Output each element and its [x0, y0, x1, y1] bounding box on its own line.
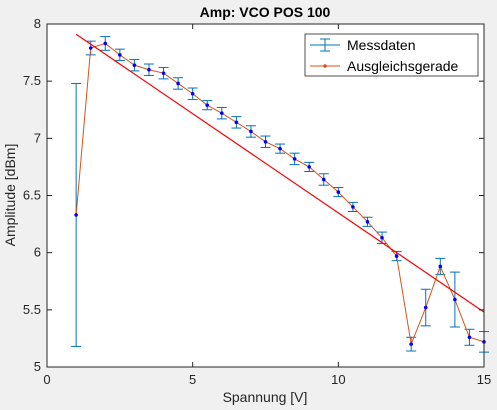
- fit-layer: [75, 33, 485, 313]
- legend-messdaten-swatch: [310, 38, 340, 52]
- data-point: [88, 46, 93, 50]
- y-tick-label: 8: [34, 16, 41, 31]
- data-point: [380, 236, 384, 240]
- x-tick-label: 0: [43, 372, 50, 387]
- data-point: [278, 146, 282, 151]
- x-tick-label: 10: [331, 372, 345, 387]
- data-point: [292, 157, 297, 161]
- data-point: [161, 71, 166, 75]
- y-tick-label: 6.5: [23, 188, 41, 203]
- data-point: [307, 165, 312, 169]
- data-point: [176, 81, 180, 86]
- y-tick-label: 5: [34, 359, 41, 374]
- x-tick-label: 5: [189, 372, 196, 387]
- data-point: [394, 254, 399, 258]
- y-tick-label: 6: [34, 245, 41, 260]
- legend-ausgleichsgerade-label: Ausgleichsgerade: [347, 58, 459, 74]
- data-point: [263, 139, 268, 144]
- data-point: [249, 129, 253, 134]
- data-point: [205, 103, 210, 107]
- data-point: [438, 264, 443, 269]
- legend-messdaten-label: Messdaten: [347, 37, 415, 53]
- data-point: [453, 297, 457, 302]
- y-axis-label: Amplitude [dBm]: [2, 144, 18, 247]
- data-point: [409, 342, 413, 346]
- x-tick-label: 15: [477, 372, 491, 387]
- chart-title: Amp: VCO POS 100: [200, 4, 331, 20]
- data-point: [220, 111, 224, 115]
- data-point: [365, 219, 370, 224]
- plot-area: [47, 24, 484, 367]
- legend-ausgleichsgerade-swatch: [310, 64, 340, 68]
- data-point: [423, 305, 428, 310]
- y-tick-label: 7.5: [23, 73, 41, 88]
- data-point: [321, 177, 326, 182]
- fit-line: [75, 33, 485, 313]
- y-tick-label: 7: [34, 130, 41, 145]
- y-tick-label: 5.5: [23, 302, 41, 317]
- data-point: [351, 205, 355, 209]
- data-point: [467, 335, 472, 340]
- legend: Messdaten Ausgleichsgerade: [304, 33, 479, 77]
- data-point: [336, 190, 341, 194]
- data-point: [147, 67, 151, 72]
- data-point: [103, 41, 108, 46]
- data-point: [74, 213, 78, 217]
- y-axis-ticks: 5 5.5 6 6.5 7 7.5 8: [23, 16, 484, 374]
- x-axis-ticks: 0 5 10 15: [43, 24, 491, 387]
- data-point: [132, 63, 137, 67]
- legend-box: [304, 33, 479, 77]
- points-layer: [74, 41, 486, 346]
- data-point: [190, 91, 195, 96]
- data-point: [118, 53, 122, 57]
- data-point: [234, 120, 239, 125]
- x-axis-label: Spannung [V]: [223, 389, 308, 405]
